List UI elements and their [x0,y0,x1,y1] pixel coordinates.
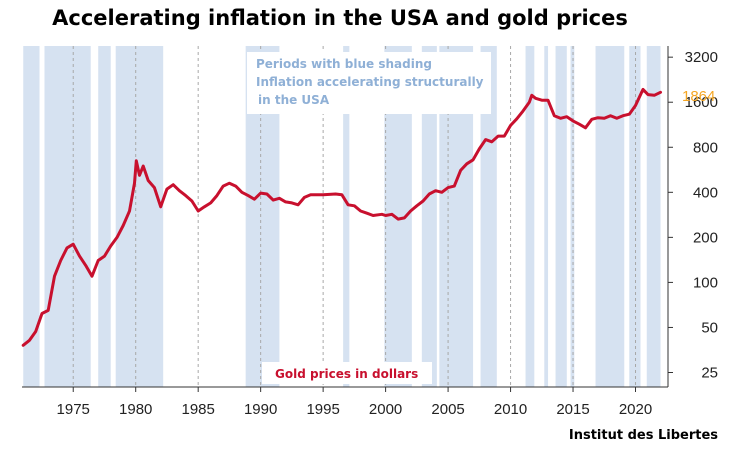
axes [22,46,669,388]
x-tick-label: 1990 [244,401,277,418]
x-tick-labels: 1975 1980 1985 1990 1995 2000 2005 2010 2015 2020 [57,387,652,418]
shading-note-line-3: in the USA [258,93,330,107]
x-tick-label: 2010 [494,401,527,418]
series-label: Gold prices in dollars [275,367,418,381]
shading-note-line-1: Periods with blue shading [256,57,432,71]
shaded-period [525,46,535,387]
shaded-period [44,46,91,387]
x-tick-label: 1975 [57,401,90,418]
y-tick-label: 1600 [685,94,718,111]
x-tick-label: 2005 [431,401,464,418]
shading-note: Periods with blue shading Inflation acce… [256,57,484,107]
shaded-period [555,46,567,387]
shaded-period [629,46,641,387]
shaded-period [595,46,625,387]
y-tick-label: 800 [693,139,718,156]
shaded-period [115,46,164,387]
x-tick-label: 1995 [306,401,339,418]
y-tick-labels: 25 50 100 200 400 800 1600 3200 [668,49,718,381]
gold-price-series [21,87,662,347]
shaded-period [646,46,661,387]
shading-note-line-2: Inflation accelerating structurally [256,75,484,89]
shading-note-box [247,52,491,114]
y-tick-label: 50 [701,319,718,336]
y-tick-label: 25 [701,364,718,381]
shaded-period [98,46,111,387]
series-label-box [262,362,432,384]
source-credit: Institut des Libertes [568,428,718,443]
shaded-period [570,46,575,387]
y-tick-label: 400 [693,184,718,201]
gold-price-line [21,87,662,347]
y-tick-label: 3200 [685,49,718,66]
x-tick-label: 2000 [369,401,402,418]
shaded-period [23,46,40,387]
x-tick-label: 2020 [619,401,652,418]
y-tick-label: 100 [693,274,718,291]
shaded-period [480,46,497,387]
shaded-period [544,46,549,387]
last-value-label: 1864 [682,88,715,105]
x-tick-label: 1985 [181,401,214,418]
x-tick-label: 1980 [119,401,152,418]
x-tick-label: 2015 [556,401,589,418]
shaded-period [421,46,437,387]
chart-title: Accelerating inflation in the USA and go… [52,6,628,30]
y-tick-label: 200 [693,229,718,246]
shaded-period [343,46,350,387]
